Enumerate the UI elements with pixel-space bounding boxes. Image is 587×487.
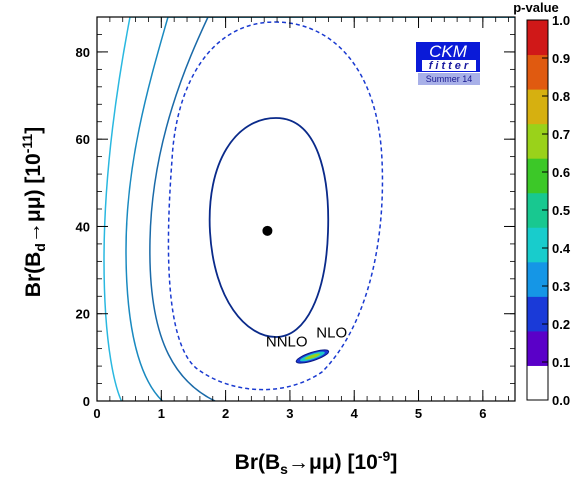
x-tick-label: 1 [158,406,165,421]
colorbar-label: 0.7 [552,127,570,142]
y-tick-label: 60 [76,132,90,147]
colorbar-segment [527,330,548,366]
colorbar-segment [527,227,548,263]
colorbar-label: 0.5 [552,203,570,218]
theory-blob [295,349,330,364]
colorbar-segment [527,365,548,401]
logo-edition-text: Summer 14 [426,74,473,84]
contour-layer [103,17,515,401]
colorbar-label: 0.8 [552,89,570,104]
contour-2-sigma [167,21,384,391]
svg-text:Br(Bs→μμ) [10-9]: Br(Bs→μμ) [10-9] [235,448,398,477]
contour-1-sigma [208,117,330,338]
colorbar-title: p-value [513,0,559,15]
contour-5-sigma [103,17,515,401]
colorbar-segment [527,54,548,90]
y-axis-title: Br(Bd→μμ) [10-11] [19,127,48,297]
colorbar-segment [527,158,548,194]
colorbar-segment [527,20,548,56]
colorbar-segment [527,89,548,125]
y-tick-label: 40 [76,219,90,234]
colorbar-segment [527,261,548,297]
x-tick-label: 2 [222,406,229,421]
colorbar-label: 0.1 [552,355,570,370]
colorbar-label: 0.6 [552,165,570,180]
contour-3-sigma [149,17,515,401]
colorbar-segment [527,296,548,332]
best-fit-point [262,225,273,236]
x-tick-label: 6 [479,406,486,421]
x-tick-label: 5 [415,406,422,421]
x-tick-label: 0 [93,406,100,421]
colorbar-label: 0.2 [552,317,570,332]
colorbar-segment [527,123,548,159]
colorbar: 0.0 0.1 0.2 0.3 0.4 0.5 0.6 0.7 0.8 0.9 1.0 [526,13,571,408]
x-axis-title: Br(Bs→μμ) [10-9] [235,448,398,477]
x-tick-label: 3 [286,406,293,421]
annotation-nlo: NLO [316,325,347,342]
annotation-nnlo: NNLO [266,333,308,350]
x-tick-label: 4 [351,406,359,421]
y-tick-label: 80 [76,45,90,60]
contour-4-sigma [125,17,515,401]
theory-ellipses [295,349,330,364]
logo-sub-text: fitter [429,60,471,72]
colorbar-segment [527,192,548,228]
ckmfitter-logo: CKM fitter Summer 14 [416,42,480,85]
blob-inner [304,353,321,360]
colorbar-label: 0.0 [552,393,570,408]
y-tick-label: 20 [76,307,90,322]
colorbar-label: 0.9 [552,51,570,66]
logo-main-text: CKM [429,42,468,61]
colorbar-label: 1.0 [552,13,570,28]
svg-text:Br(Bd→μμ) [10-11]: Br(Bd→μμ) [10-11] [19,127,48,297]
y-tick-label: 0 [83,394,90,409]
colorbar-label: 0.4 [552,241,571,256]
colorbar-label: 0.3 [552,279,570,294]
